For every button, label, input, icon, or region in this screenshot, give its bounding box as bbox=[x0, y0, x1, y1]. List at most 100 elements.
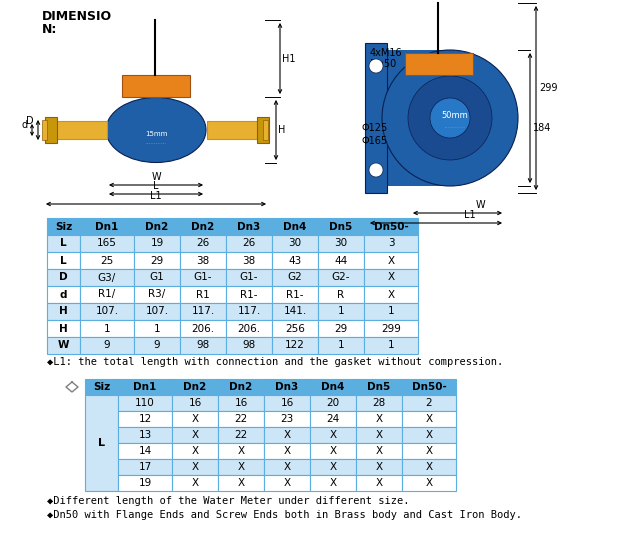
Bar bbox=[218, 475, 264, 491]
Text: 28: 28 bbox=[373, 398, 385, 408]
Text: Dn2: Dn2 bbox=[183, 382, 206, 392]
Text: W: W bbox=[151, 172, 161, 182]
Bar bbox=[226, 303, 272, 320]
Bar bbox=[264, 411, 310, 427]
Bar bbox=[402, 411, 456, 427]
Bar bbox=[47, 252, 80, 269]
Bar bbox=[264, 379, 310, 395]
Bar bbox=[180, 320, 226, 337]
Bar bbox=[80, 320, 134, 337]
Text: L1: L1 bbox=[464, 210, 476, 220]
Bar bbox=[263, 120, 268, 140]
Bar bbox=[218, 443, 264, 459]
Bar bbox=[272, 269, 318, 286]
Text: X: X bbox=[192, 462, 199, 472]
Bar bbox=[134, 252, 180, 269]
Text: d: d bbox=[60, 290, 67, 300]
Bar bbox=[47, 218, 80, 235]
Text: 12: 12 bbox=[139, 414, 151, 424]
Text: 23: 23 bbox=[281, 414, 294, 424]
Circle shape bbox=[430, 98, 470, 138]
Bar bbox=[172, 427, 218, 443]
Text: Siz: Siz bbox=[55, 221, 72, 231]
Text: 30: 30 bbox=[288, 239, 302, 249]
Bar bbox=[180, 252, 226, 269]
Bar bbox=[218, 395, 264, 411]
Bar bbox=[264, 427, 310, 443]
Bar bbox=[172, 395, 218, 411]
Text: Dn5: Dn5 bbox=[367, 382, 390, 392]
Circle shape bbox=[369, 59, 383, 73]
Text: 165: 165 bbox=[97, 239, 117, 249]
Text: 1: 1 bbox=[388, 306, 394, 316]
Bar bbox=[257, 117, 269, 143]
Text: 26: 26 bbox=[196, 239, 210, 249]
Text: X: X bbox=[192, 478, 199, 488]
Bar bbox=[80, 235, 134, 252]
Bar bbox=[134, 286, 180, 303]
Text: G2-: G2- bbox=[332, 272, 350, 282]
Text: R1-: R1- bbox=[240, 290, 258, 300]
Text: 26: 26 bbox=[242, 239, 256, 249]
Text: R1: R1 bbox=[196, 290, 210, 300]
Bar bbox=[272, 320, 318, 337]
Text: 22: 22 bbox=[235, 414, 248, 424]
Bar bbox=[364, 337, 418, 354]
Text: Dn5: Dn5 bbox=[329, 221, 353, 231]
Text: 16: 16 bbox=[281, 398, 294, 408]
Text: R3/: R3/ bbox=[148, 290, 166, 300]
Text: X: X bbox=[238, 446, 245, 456]
Bar bbox=[172, 475, 218, 491]
Bar bbox=[264, 475, 310, 491]
Text: X: X bbox=[284, 478, 291, 488]
Text: L: L bbox=[60, 256, 67, 266]
Text: Dn3: Dn3 bbox=[275, 382, 298, 392]
Bar bbox=[172, 411, 218, 427]
Text: Dn50: Dn50 bbox=[370, 59, 396, 69]
Text: 16: 16 bbox=[235, 398, 248, 408]
Ellipse shape bbox=[106, 97, 206, 162]
Bar bbox=[310, 475, 356, 491]
Bar bbox=[226, 269, 272, 286]
Text: X: X bbox=[376, 414, 383, 424]
Text: X: X bbox=[387, 290, 394, 300]
Bar bbox=[264, 459, 310, 475]
Text: R1-: R1- bbox=[286, 290, 304, 300]
Text: L: L bbox=[153, 181, 158, 191]
Bar bbox=[118, 459, 172, 475]
Bar bbox=[118, 427, 172, 443]
Text: Φ165: Φ165 bbox=[362, 136, 388, 146]
Text: X: X bbox=[376, 462, 383, 472]
Text: X: X bbox=[330, 462, 337, 472]
Bar bbox=[365, 43, 387, 193]
Text: X: X bbox=[238, 462, 245, 472]
Bar bbox=[364, 269, 418, 286]
Bar bbox=[310, 395, 356, 411]
Text: ◆Dn50 with Flange Ends and Screw Ends both in Brass body and Cast Iron Body.: ◆Dn50 with Flange Ends and Screw Ends bo… bbox=[47, 510, 522, 520]
Text: 1: 1 bbox=[337, 306, 344, 316]
Text: X: X bbox=[330, 446, 337, 456]
Text: 117.: 117. bbox=[191, 306, 215, 316]
Bar bbox=[118, 411, 172, 427]
Bar bbox=[118, 443, 172, 459]
Bar bbox=[134, 303, 180, 320]
Bar bbox=[318, 303, 364, 320]
Text: X: X bbox=[426, 430, 433, 440]
Bar bbox=[402, 379, 456, 395]
Bar bbox=[134, 337, 180, 354]
Bar bbox=[310, 443, 356, 459]
Bar bbox=[80, 303, 134, 320]
Bar bbox=[226, 320, 272, 337]
Bar bbox=[310, 379, 356, 395]
Bar bbox=[318, 269, 364, 286]
Bar bbox=[47, 320, 80, 337]
Bar bbox=[85, 379, 118, 395]
Bar bbox=[47, 286, 80, 303]
Bar bbox=[364, 252, 418, 269]
Text: 9: 9 bbox=[154, 340, 160, 350]
Text: 184: 184 bbox=[533, 123, 551, 133]
Bar bbox=[356, 427, 402, 443]
Text: ◆Different length of the Water Meter under different size.: ◆Different length of the Water Meter und… bbox=[47, 496, 410, 506]
Bar bbox=[272, 252, 318, 269]
Text: 122: 122 bbox=[285, 340, 305, 350]
